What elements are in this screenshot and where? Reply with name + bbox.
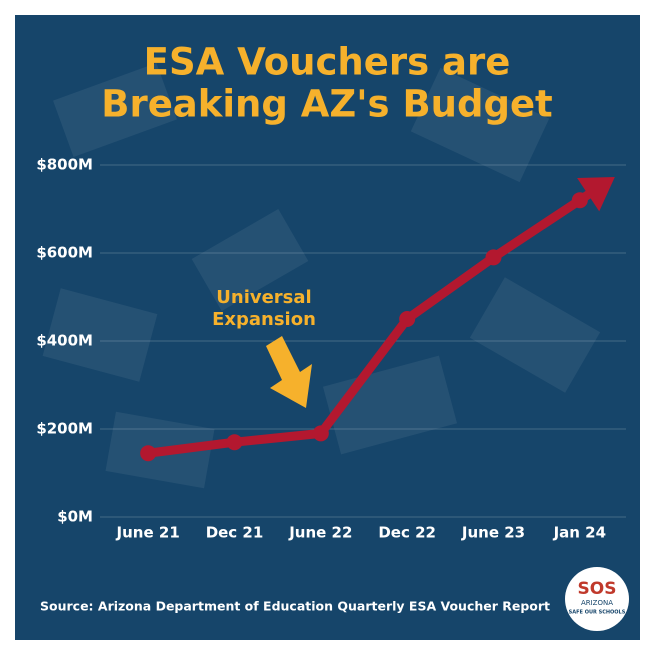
- x-tick-label: June 21: [116, 524, 180, 542]
- data-point: [399, 311, 416, 327]
- x-tick-label: Jan 24: [553, 524, 606, 542]
- background-panel: [15, 15, 640, 640]
- money-texture: [42, 62, 601, 489]
- data-point: [140, 445, 157, 462]
- data-point: [485, 249, 502, 266]
- chart-title: Breaking AZ's Budget: [101, 83, 553, 126]
- y-tick-label: $800M: [36, 156, 93, 174]
- x-tick-label: June 23: [461, 524, 525, 542]
- logo-state: ARIZONA: [581, 599, 613, 607]
- x-tick-label: Dec 22: [378, 524, 436, 542]
- chart-title: ESA Vouchers are: [144, 41, 511, 84]
- annotation: Universal: [216, 287, 311, 308]
- x-tick-label: June 22: [288, 524, 352, 542]
- data-point: [312, 425, 329, 442]
- logo-tagline: SAFE OUR SCHOOLS: [569, 610, 626, 616]
- line-series: [143, 195, 585, 458]
- y-tick-label: $0M: [57, 508, 93, 526]
- data-point: [226, 434, 243, 451]
- plot-area: $0M $200M $400M $600M $800M June 21 Dec 21 June…: [36, 156, 626, 542]
- logo-badge: [565, 567, 629, 631]
- annotation-arrow: [266, 336, 312, 408]
- y-tick-label: $600M: [36, 244, 93, 262]
- source-note: Source: Arizona Department of Education …: [40, 599, 550, 614]
- x-tick-label: Dec 21: [206, 524, 264, 542]
- annotation: Expansion: [212, 309, 316, 330]
- y-tick-label: $400M: [36, 332, 93, 350]
- data-point: [571, 192, 588, 209]
- trend-arrowhead: [577, 177, 615, 212]
- y-tick-label: $200M: [36, 420, 93, 438]
- logo-name: SOS: [578, 579, 617, 599]
